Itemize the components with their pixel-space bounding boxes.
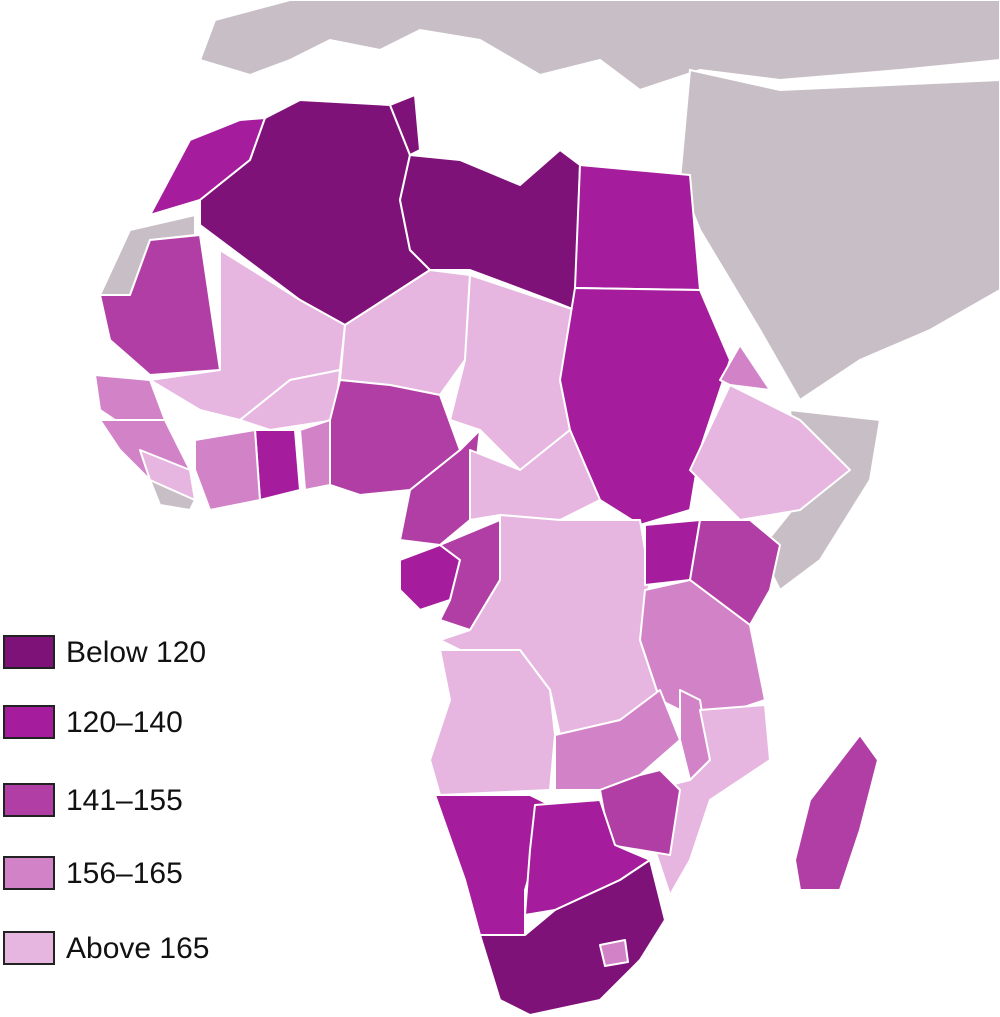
country bbox=[574, 164, 701, 291]
country bbox=[429, 649, 556, 796]
country bbox=[649, 704, 771, 896]
country bbox=[719, 344, 771, 391]
country bbox=[99, 234, 221, 376]
europe bbox=[198, 0, 1000, 92]
legend-label: 141–155 bbox=[66, 784, 183, 817]
legend-swatch bbox=[3, 705, 55, 739]
country bbox=[254, 429, 301, 501]
legend: Below 120 120–140 141–155 156–165 Above 165 bbox=[3, 635, 209, 965]
legend-swatch bbox=[3, 635, 55, 669]
legend-label: 156–165 bbox=[66, 857, 183, 890]
country bbox=[559, 287, 731, 526]
country bbox=[554, 689, 681, 791]
country bbox=[599, 939, 629, 967]
legend-swatch bbox=[3, 856, 55, 890]
countries bbox=[94, 94, 879, 1016]
other-land bbox=[98, 0, 1000, 592]
country bbox=[794, 734, 879, 891]
country bbox=[469, 429, 601, 521]
legend-label: Below 120 bbox=[66, 636, 206, 669]
country bbox=[299, 419, 331, 491]
country bbox=[139, 449, 196, 501]
country bbox=[389, 94, 421, 156]
country bbox=[479, 859, 666, 1016]
legend-swatch bbox=[3, 931, 55, 965]
legend-label: 120–140 bbox=[66, 706, 183, 739]
country bbox=[194, 429, 261, 511]
middle-east bbox=[678, 68, 1000, 402]
legend-swatch bbox=[3, 783, 55, 817]
legend-label: Above 165 bbox=[66, 932, 209, 965]
